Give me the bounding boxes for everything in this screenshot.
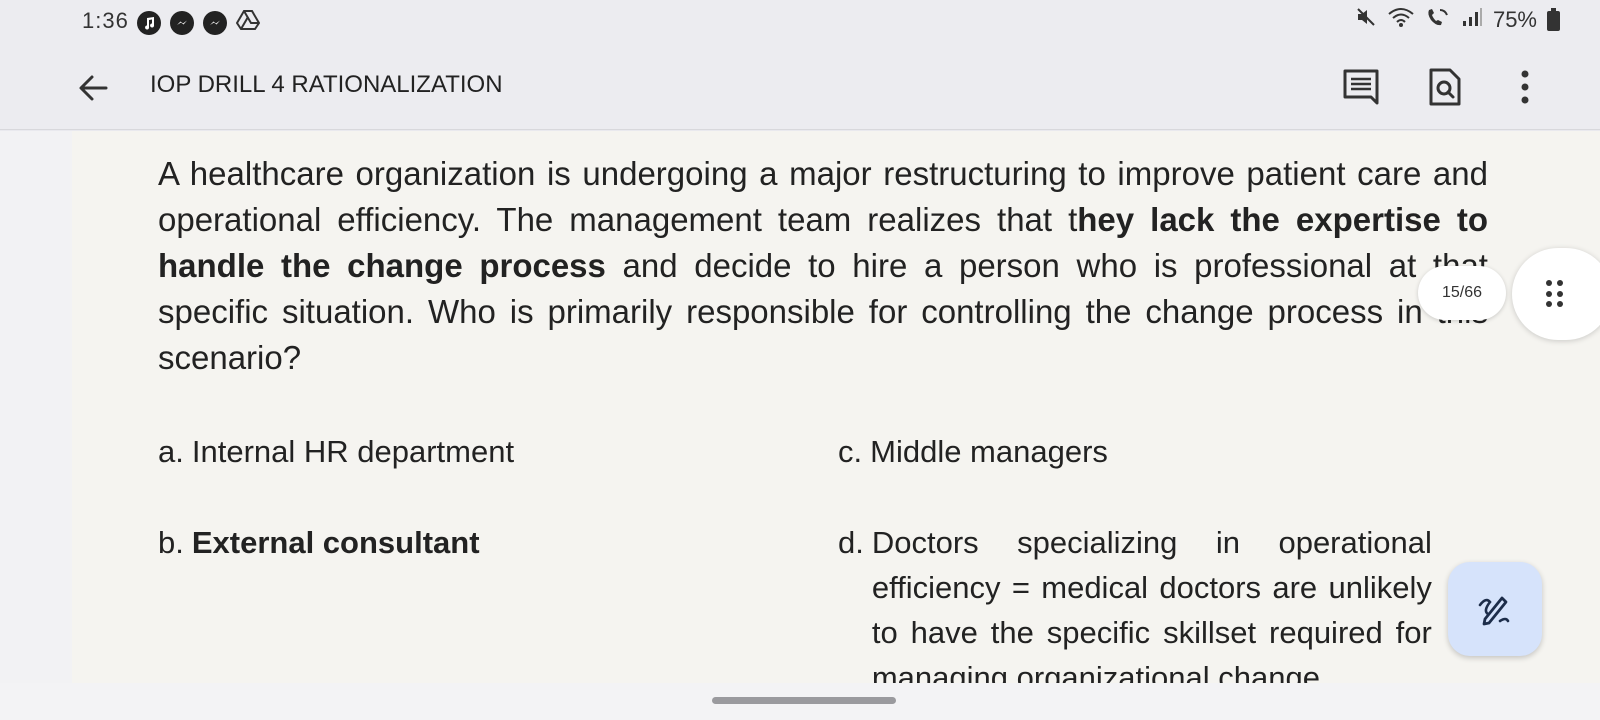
question-part-2: and decide to hire a person who is profe… bbox=[158, 247, 1488, 376]
signal-icon bbox=[1461, 6, 1483, 34]
search-in-document-button[interactable] bbox=[1422, 64, 1468, 110]
more-vert-icon bbox=[1521, 70, 1529, 104]
messenger-icon bbox=[203, 10, 227, 35]
question-text: A healthcare organization is undergoing … bbox=[158, 151, 1488, 381]
annotate-button[interactable] bbox=[1448, 562, 1542, 656]
option-letter: d. bbox=[838, 525, 864, 560]
document-title: IOP DRILL 4 RATIONALIZATION bbox=[150, 71, 503, 98]
comments-button[interactable] bbox=[1338, 64, 1384, 110]
clock: 1:36 bbox=[82, 8, 129, 33]
question-bold-phrase: hey lack the expertise to handle the cha… bbox=[158, 201, 1488, 284]
status-bar: 1:36 75% bbox=[0, 0, 1600, 44]
document-viewer[interactable]: A healthcare organization is undergoing … bbox=[0, 131, 1600, 697]
notification-icons bbox=[137, 9, 261, 36]
wifi-calling-icon bbox=[1425, 6, 1451, 34]
back-arrow-icon bbox=[79, 75, 108, 101]
home-gesture-handle[interactable] bbox=[712, 697, 896, 704]
option-text: External consultant bbox=[191, 525, 480, 560]
battery-icon bbox=[1547, 8, 1560, 31]
fast-scroll-handle[interactable] bbox=[1512, 248, 1600, 340]
option-letter: a. bbox=[158, 434, 184, 469]
wifi-icon bbox=[1387, 6, 1415, 34]
option-letter: b. bbox=[158, 525, 184, 560]
music-note-icon bbox=[137, 10, 161, 35]
drive-icon bbox=[235, 9, 261, 36]
navigation-bar bbox=[0, 683, 1600, 720]
back-button[interactable] bbox=[74, 68, 114, 108]
option-d: d. Doctors specializing in operational ef… bbox=[838, 520, 1458, 700]
option-text: Doctors specializing in operational effi… bbox=[871, 525, 1432, 695]
document-page: A healthcare organization is undergoing … bbox=[72, 131, 1600, 697]
app-bar: IOP DRILL 4 RATIONALIZATION bbox=[0, 44, 1600, 130]
more-options-button[interactable] bbox=[1502, 64, 1548, 110]
option-b: b. External consultant bbox=[158, 520, 480, 565]
comment-icon bbox=[1343, 69, 1379, 105]
page-counter: 15/66 bbox=[1418, 266, 1506, 320]
option-c: c. Middle managers bbox=[838, 429, 1108, 474]
pen-edit-icon bbox=[1478, 596, 1510, 626]
battery-percent: 75% bbox=[1492, 7, 1537, 32]
option-text: Middle managers bbox=[870, 434, 1108, 469]
option-text: Internal HR department bbox=[191, 434, 515, 469]
option-a: a. Internal HR department bbox=[158, 429, 514, 474]
option-letter: c. bbox=[838, 434, 863, 469]
messenger-icon bbox=[170, 10, 194, 35]
mute-icon bbox=[1355, 6, 1377, 34]
system-icons: 75% bbox=[1355, 6, 1560, 34]
question-part-1: A healthcare organization is undergoing … bbox=[158, 155, 1488, 238]
drag-handle-icon bbox=[1546, 280, 1563, 308]
find-in-page-icon bbox=[1429, 68, 1461, 106]
